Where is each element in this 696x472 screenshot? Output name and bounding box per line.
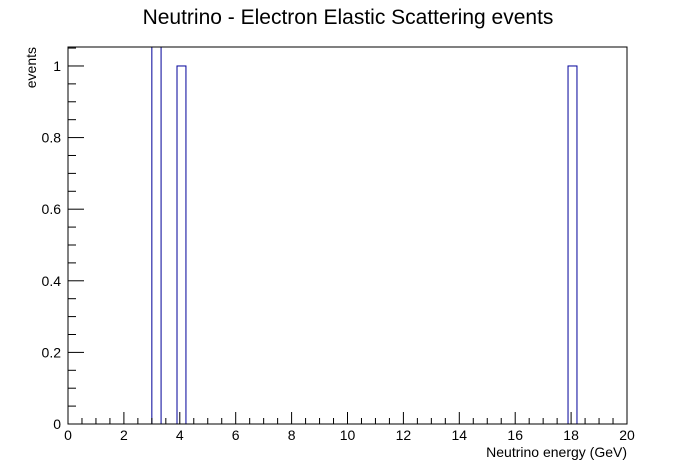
x-tick-label: 14 — [452, 427, 468, 443]
y-axis-label: events — [23, 47, 39, 88]
x-tick-label: 12 — [396, 427, 412, 443]
y-tick-label: 1 — [53, 58, 61, 74]
y-tick-label: 0.4 — [42, 273, 62, 289]
histogram-bar — [176, 65, 187, 424]
y-tick-label: 0 — [53, 416, 61, 432]
x-tick-label: 18 — [563, 427, 579, 443]
x-tick-label: 6 — [232, 427, 240, 443]
y-tick-label: 0.6 — [42, 201, 62, 217]
histogram-bar — [567, 65, 578, 424]
x-tick-label: 8 — [288, 427, 296, 443]
chart-title: Neutrino - Electron Elastic Scattering e… — [143, 6, 554, 29]
x-tick-label: 20 — [619, 427, 635, 443]
x-tick-label: 2 — [120, 427, 128, 443]
x-tick-label: 16 — [507, 427, 523, 443]
y-tick-label: 0.2 — [42, 344, 62, 360]
x-axis-label: Neutrino energy (GeV) — [486, 444, 627, 460]
histogram-bar — [151, 47, 162, 424]
plot-area — [151, 47, 578, 424]
y-tick-label: 0.8 — [42, 130, 62, 146]
x-tick-label: 4 — [176, 427, 184, 443]
x-tick-label: 0 — [64, 427, 72, 443]
x-tick-label: 10 — [340, 427, 356, 443]
